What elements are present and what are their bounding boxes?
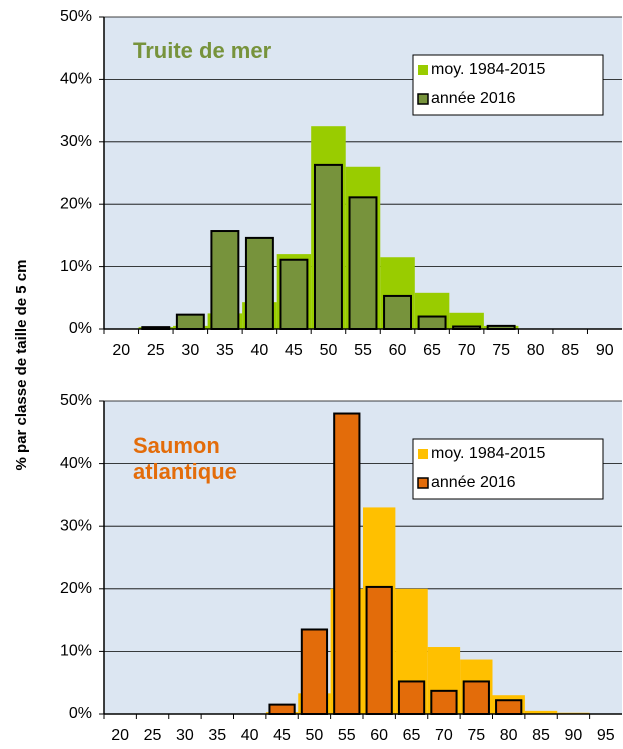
legend-label: moy. 1984-2015 — [431, 445, 546, 462]
x-tick-label: 45 — [273, 727, 291, 744]
x-tick-label: 90 — [565, 727, 583, 744]
y-axis-label: % par classe de taille de 5 cm — [13, 260, 30, 471]
bar — [333, 412, 361, 715]
bar — [279, 258, 309, 330]
legend-label: moy. 1984-2015 — [431, 61, 546, 78]
chart-title: Saumon atlantique — [133, 433, 237, 484]
x-tick-label: 70 — [435, 727, 453, 744]
x-tick-label: 35 — [208, 727, 226, 744]
y-tick-label: 40% — [60, 71, 92, 88]
bar — [462, 680, 490, 715]
x-tick-label: 80 — [527, 342, 545, 359]
bar — [175, 313, 205, 331]
chart-title: Truite de mer — [133, 38, 272, 63]
x-tick-label: 85 — [561, 342, 579, 359]
y-tick-label: 10% — [60, 258, 92, 275]
bar — [313, 163, 343, 330]
bar — [430, 689, 458, 716]
x-tick-label: 80 — [500, 727, 518, 744]
bar — [365, 585, 393, 715]
x-tick-label: 65 — [403, 727, 421, 744]
bar — [348, 196, 378, 330]
bar — [300, 628, 329, 715]
y-tick-label: 0% — [69, 320, 92, 337]
y-tick-label: 40% — [60, 455, 92, 472]
legend-swatch — [418, 449, 428, 459]
x-tick-label: 75 — [467, 727, 485, 744]
x-tick-label: 25 — [144, 727, 162, 744]
bar — [417, 315, 447, 330]
y-tick-label: 20% — [60, 580, 92, 597]
bar — [524, 710, 558, 714]
bar — [383, 294, 413, 331]
bar — [449, 312, 484, 329]
x-tick-label: 60 — [389, 342, 407, 359]
y-tick-label: 10% — [60, 643, 92, 660]
legend-swatch — [417, 93, 429, 105]
x-tick-label: 95 — [597, 727, 615, 744]
legend-box — [412, 438, 604, 500]
x-tick-label: 50 — [306, 727, 324, 744]
x-tick-label: 90 — [596, 342, 614, 359]
y-tick-label: 0% — [69, 705, 92, 722]
x-tick-label: 20 — [111, 727, 129, 744]
y-tick-label: 50% — [60, 8, 92, 25]
x-tick-label: 45 — [285, 342, 303, 359]
x-tick-label: 75 — [492, 342, 510, 359]
x-tick-label: 40 — [241, 727, 259, 744]
y-tick-label: 30% — [60, 133, 92, 150]
x-tick-label: 60 — [370, 727, 388, 744]
x-tick-label: 30 — [176, 727, 194, 744]
x-tick-label: 85 — [532, 727, 550, 744]
x-tick-label: 20 — [112, 342, 130, 359]
y-tick-label: 30% — [60, 517, 92, 534]
bar — [210, 230, 240, 330]
x-tick-label: 70 — [458, 342, 476, 359]
legend-box — [412, 54, 604, 116]
bar — [397, 680, 426, 715]
x-tick-label: 35 — [216, 342, 234, 359]
x-tick-label: 50 — [320, 342, 338, 359]
legend-label: année 2016 — [431, 90, 516, 107]
x-tick-label: 30 — [181, 342, 199, 359]
y-tick-label: 50% — [60, 392, 92, 409]
x-tick-label: 25 — [147, 342, 165, 359]
bar — [244, 236, 274, 330]
bar — [268, 703, 296, 715]
legend-swatch — [418, 65, 428, 75]
legend-label: année 2016 — [431, 474, 516, 491]
bar — [495, 699, 523, 716]
x-tick-label: 65 — [423, 342, 441, 359]
x-tick-label: 55 — [338, 727, 356, 744]
legend-swatch — [417, 477, 429, 489]
x-tick-label: 55 — [354, 342, 372, 359]
x-tick-label: 40 — [251, 342, 269, 359]
y-tick-label: 20% — [60, 195, 92, 212]
